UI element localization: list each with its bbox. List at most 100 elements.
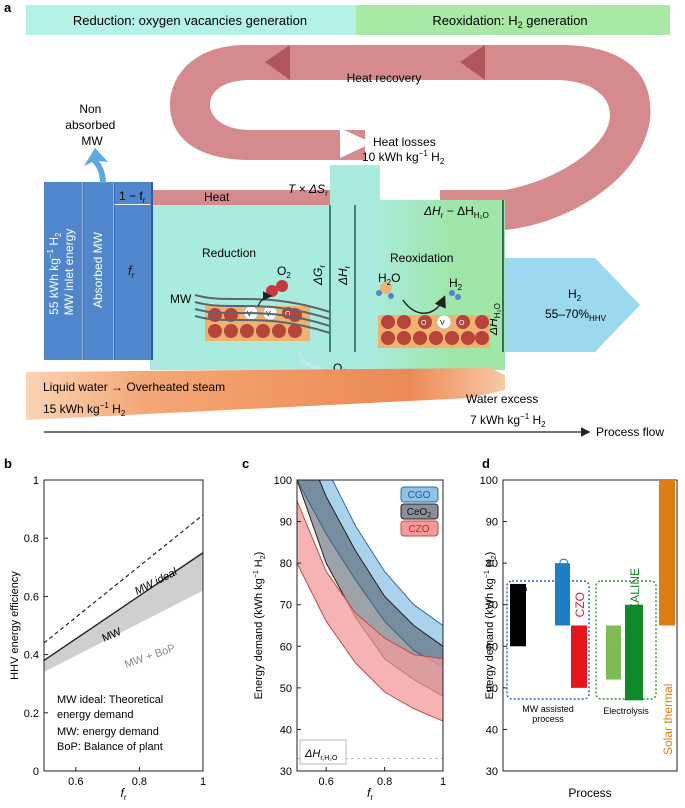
panel-a-label: a [4,0,12,15]
legend-text: MW: energy demand [57,726,159,738]
y-tick-label: 60 [280,641,292,653]
bar-label-cgo: CGO [557,558,571,585]
h2-output-label: H2 [568,287,582,303]
legend-swatch-ceo [400,503,439,520]
panel-c: c 30 40 50 60 70 80 90 100 0.6 0.8 1 Energy demand … [242,456,446,802]
one-minus-fr-block [114,182,152,204]
y-tick-label: 50 [280,683,292,695]
x-tick-label: 0.6 [319,776,334,788]
reoxidation-label: Reoxidation [390,251,453,265]
mw-ideal-line [43,514,204,644]
x-axis-label: fr [367,786,373,802]
o2-output-flow [298,351,323,370]
area-group [297,480,443,722]
o2-reduction-label: O2 [277,264,291,280]
y-tick-label: 30 [486,766,498,778]
annotation-box [299,739,347,765]
h2-efficiency-label: 55–70%HHV [545,307,607,323]
reduction-phase-title: Reduction: oxygen vacancies generation [73,13,307,28]
y-tick-label: 90 [280,517,292,529]
x-axis-label: Process [568,786,611,800]
mw-inlet-block [44,182,82,360]
y-tick-label: 60 [486,641,498,653]
mw-line [43,552,204,661]
bar-label-ceo2: CeO2 [513,586,529,616]
y-tick-label: 0.4 [24,650,39,662]
y-tick-label: 40 [280,724,292,736]
non-absorbed-arrow [84,148,108,183]
t-delta-s-label: T × ΔSr [288,182,328,198]
y-axis-label: Energy demand (kWh kg−1 H2) [484,552,498,700]
y-tick-label: 0.8 [24,533,39,545]
reoxidation-phase-bar [356,5,670,35]
group-label-electrolysis: Electrolysis [603,706,649,716]
bar-label-solar-thermal: Solar thermal [661,684,675,755]
panel-b-label: b [4,456,12,471]
plot-frame [296,479,444,772]
y-tick-label: 40 [486,724,498,736]
reoxidation-phase-title: Reoxidation: H2 generation [432,13,587,30]
mw-group-box [506,580,590,700]
water-excess-label: Water excess [466,392,538,406]
area-czo [297,500,443,722]
h2-output-arrow [505,258,640,352]
h2-reox-label: H2 [449,276,463,292]
group-label-mw: MW assisted [522,704,574,714]
svg-text:O: O [421,320,427,327]
bop-series-label: MW + BoP [123,642,177,671]
bar-solar-thermal [659,480,675,626]
h2o-label: H2O [378,271,400,287]
water-value-label: 15 kWh kg−1 H2 [43,401,126,418]
heat-label: Heat [204,190,230,204]
svg-text:O: O [459,320,465,327]
heat-losses-value: 10 kWh kg−1 H2 [362,149,445,166]
bar-alkaline [625,604,643,701]
heat-losses-notch [340,128,372,158]
bar-label-czo: CZO [573,592,587,617]
y-tick-label: 50 [486,683,498,695]
panel-d: d 30 40 50 60 70 80 90 100 Energy demand (kWh kg… [480,456,678,800]
x-tick-label: 0.6 [68,776,83,788]
heat-band-upper [170,45,651,230]
delta-h-label: ΔHr [336,265,352,286]
legend-text: energy demand [57,709,133,721]
heat-chevron-right [460,45,485,80]
legend-label-cgo: CGO [408,490,431,501]
absorbed-mw-block [83,182,113,360]
process-flow-label: Process flow [596,425,664,439]
y-tick-label: 90 [486,517,498,529]
heat-recovery-label: Heat recovery [347,71,422,85]
one-minus-fr-label: 1 − fr [119,189,146,205]
legend-swatch-cgo [400,486,439,503]
y-tick-label: 80 [486,558,498,570]
bar-label-pem: PEM [608,650,622,676]
absorbed-mw-label: Absorbed MW [91,231,105,308]
svg-text:V: V [440,320,445,327]
y-tick-label: 0.6 [24,591,39,603]
heat-chevron-left [265,45,290,80]
bar-czo [571,625,587,688]
panel-d-label: d [482,456,490,471]
water-flow-band [26,368,505,420]
plot-frame [43,479,204,772]
y-tick-label: 80 [280,558,292,570]
legend-text: MW ideal: Theoretical [57,694,163,706]
y-tick-label: 100 [480,475,498,487]
panel-a: a Reduction: oxygen vacancies generation… [4,0,670,439]
fr-block [114,205,152,360]
bar-pem [606,625,621,680]
electrolysis-group-box [595,580,657,700]
group-label-mw: process [532,714,564,724]
y-tick-label: 100 [274,475,292,487]
x-tick-label: 1 [200,776,206,788]
legend-label-czo: CZO [408,524,429,535]
x-tick-label: 0.8 [377,776,392,788]
y-axis-label: Energy demand (kWh kg−1 H2) [253,552,267,700]
svg-text:V: V [247,311,252,318]
reduction-phase-bar [26,5,356,35]
inlet-energy-label: 55 kWh kg−1 H2 MW inlet energy [46,229,76,316]
liquid-water-label: Liquid water → Overheated steam [43,380,225,394]
bar-ceo [510,583,526,647]
y-tick-label: 0.2 [24,708,39,720]
